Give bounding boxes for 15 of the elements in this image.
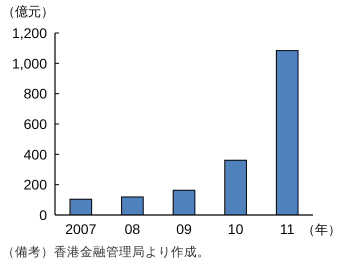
y-axis-title: （億元） xyxy=(2,4,54,19)
x-tick-label: 08 xyxy=(124,221,140,237)
y-tick-label: 200 xyxy=(24,176,48,193)
y-tick-label: 1,000 xyxy=(12,55,48,72)
y-tick-label: 600 xyxy=(24,116,48,132)
text: （備考）香港金融管理局より作成。 xyxy=(2,245,210,259)
y-tick-label: 1,200 xyxy=(12,25,48,41)
x-axis-title: （年） xyxy=(302,222,338,237)
x-tick-label: 11 xyxy=(280,221,295,237)
y-tick-label: 0 xyxy=(39,207,48,223)
y-tick-label: 800 xyxy=(24,86,48,102)
x-tick-label: 09 xyxy=(176,221,192,237)
x-tick-label: 10 xyxy=(228,221,244,237)
y-tick-label: 400 xyxy=(24,146,48,162)
x-tick-label: 2007 xyxy=(65,221,97,237)
